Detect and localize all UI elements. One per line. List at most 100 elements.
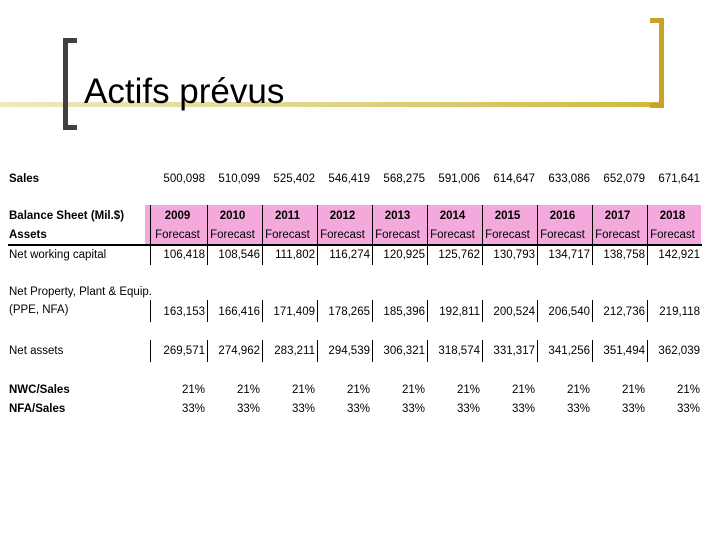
ppe-cell: 219,118 — [659, 306, 700, 318]
forecast-header: Forecast — [430, 229, 475, 241]
column-separator — [482, 340, 483, 362]
ppe-cell: 185,396 — [383, 306, 425, 318]
nwc-sales-cell: 21% — [291, 384, 315, 396]
forecast-header: Forecast — [595, 229, 640, 241]
forecast-header: Forecast — [320, 229, 365, 241]
column-separator — [647, 205, 648, 265]
sales-cell: 652,079 — [603, 173, 645, 185]
column-separator — [592, 205, 593, 265]
column-separator — [207, 340, 208, 362]
net-assets-cell: 341,256 — [548, 345, 590, 357]
net-assets-cell: 351,494 — [603, 345, 645, 357]
slide-title: Actifs prévus — [84, 72, 285, 111]
sales-cell: 614,647 — [493, 173, 535, 185]
sales-cell: 500,098 — [163, 173, 205, 185]
sales-cell: 546,419 — [328, 173, 370, 185]
year-header: 2010 — [219, 210, 246, 222]
year-header: 2016 — [549, 210, 576, 222]
header-highlight — [145, 205, 701, 245]
nwc-sales-cell: 21% — [456, 384, 480, 396]
ppe-cell: 206,540 — [548, 306, 590, 318]
ppe-cell: 212,736 — [603, 306, 645, 318]
column-separator — [592, 340, 593, 362]
column-separator — [482, 300, 483, 322]
column-separator — [317, 300, 318, 322]
column-separator — [262, 300, 263, 322]
sales-cell: 510,099 — [218, 173, 260, 185]
nfa-sales-cell: 33% — [291, 403, 315, 415]
nfa-sales-label: NFA/Sales — [9, 403, 66, 415]
sales-cell: 525,402 — [273, 173, 315, 185]
header-underline — [8, 244, 702, 246]
column-separator — [647, 300, 648, 322]
nwc-sales-cell: 21% — [676, 384, 700, 396]
nwc-cell: 116,274 — [329, 249, 370, 261]
net-assets-label: Net assets — [9, 345, 64, 357]
nwc-sales-cell: 21% — [621, 384, 645, 396]
sales-cell: 591,006 — [438, 173, 480, 185]
left-bracket — [63, 38, 77, 130]
nwc-sales-cell: 21% — [236, 384, 260, 396]
assets-label: Assets — [9, 229, 47, 241]
ppe-cell: 163,153 — [163, 306, 205, 318]
column-separator — [207, 205, 208, 265]
nwc-cell: 142,921 — [658, 249, 700, 261]
column-separator — [317, 205, 318, 265]
column-separator — [537, 340, 538, 362]
nwc-sales-cell: 21% — [566, 384, 590, 396]
nfa-sales-cell: 33% — [401, 403, 425, 415]
title-rule — [0, 102, 660, 107]
year-header: 2012 — [329, 210, 356, 222]
forecast-header: Forecast — [650, 229, 695, 241]
ppe-cell: 178,265 — [328, 306, 370, 318]
year-header: 2011 — [275, 210, 300, 222]
forecast-header: Forecast — [540, 229, 585, 241]
nwc-cell: 130,793 — [493, 249, 535, 261]
ppe-cell: 171,409 — [273, 306, 315, 318]
column-separator — [537, 300, 538, 322]
year-header: 2009 — [164, 210, 191, 222]
nwc-sales-cell: 21% — [346, 384, 370, 396]
net-assets-cell: 274,962 — [218, 345, 260, 357]
nwc-sales-cell: 21% — [511, 384, 535, 396]
column-separator — [372, 205, 373, 265]
sales-cell: 671,641 — [658, 173, 700, 185]
net-assets-cell: 306,321 — [383, 345, 425, 357]
nwc-sales-label: NWC/Sales — [9, 384, 70, 396]
nwc-sales-cell: 21% — [401, 384, 425, 396]
column-separator — [150, 300, 151, 322]
nwc-cell: 111,802 — [275, 249, 315, 261]
nwc-cell: 125,762 — [438, 249, 480, 261]
column-separator — [150, 205, 151, 265]
balance-sheet-label: Balance Sheet (Mil.$) — [9, 210, 125, 222]
nfa-sales-cell: 33% — [676, 403, 700, 415]
column-separator — [427, 205, 428, 265]
sales-label: Sales — [9, 173, 40, 185]
right-bracket — [650, 18, 664, 108]
ppe-label: Net Property, Plant & Equip. — [9, 286, 152, 298]
column-separator — [317, 340, 318, 362]
column-separator — [427, 300, 428, 322]
column-separator — [482, 205, 483, 265]
nfa-sales-cell: 33% — [566, 403, 590, 415]
year-header: 2014 — [439, 210, 466, 222]
ppe-cell: 200,524 — [493, 306, 535, 318]
nwc-sales-cell: 21% — [181, 384, 205, 396]
net-assets-cell: 269,571 — [163, 345, 205, 357]
ppe-cell: 192,811 — [439, 306, 480, 318]
year-header: 2018 — [659, 210, 686, 222]
forecast-header: Forecast — [265, 229, 310, 241]
nfa-sales-cell: 33% — [181, 403, 205, 415]
ppe-label-sub: (PPE, NFA) — [9, 304, 69, 316]
net-assets-cell: 318,574 — [438, 345, 480, 357]
column-separator — [647, 340, 648, 362]
net-assets-cell: 362,039 — [658, 345, 700, 357]
column-separator — [372, 340, 373, 362]
sales-cell: 633,086 — [548, 173, 590, 185]
year-header: 2017 — [604, 210, 631, 222]
column-separator — [262, 205, 263, 265]
forecast-header: Forecast — [485, 229, 530, 241]
ppe-cell: 166,416 — [218, 306, 260, 318]
column-separator — [207, 300, 208, 322]
net-assets-cell: 331,317 — [493, 345, 535, 357]
